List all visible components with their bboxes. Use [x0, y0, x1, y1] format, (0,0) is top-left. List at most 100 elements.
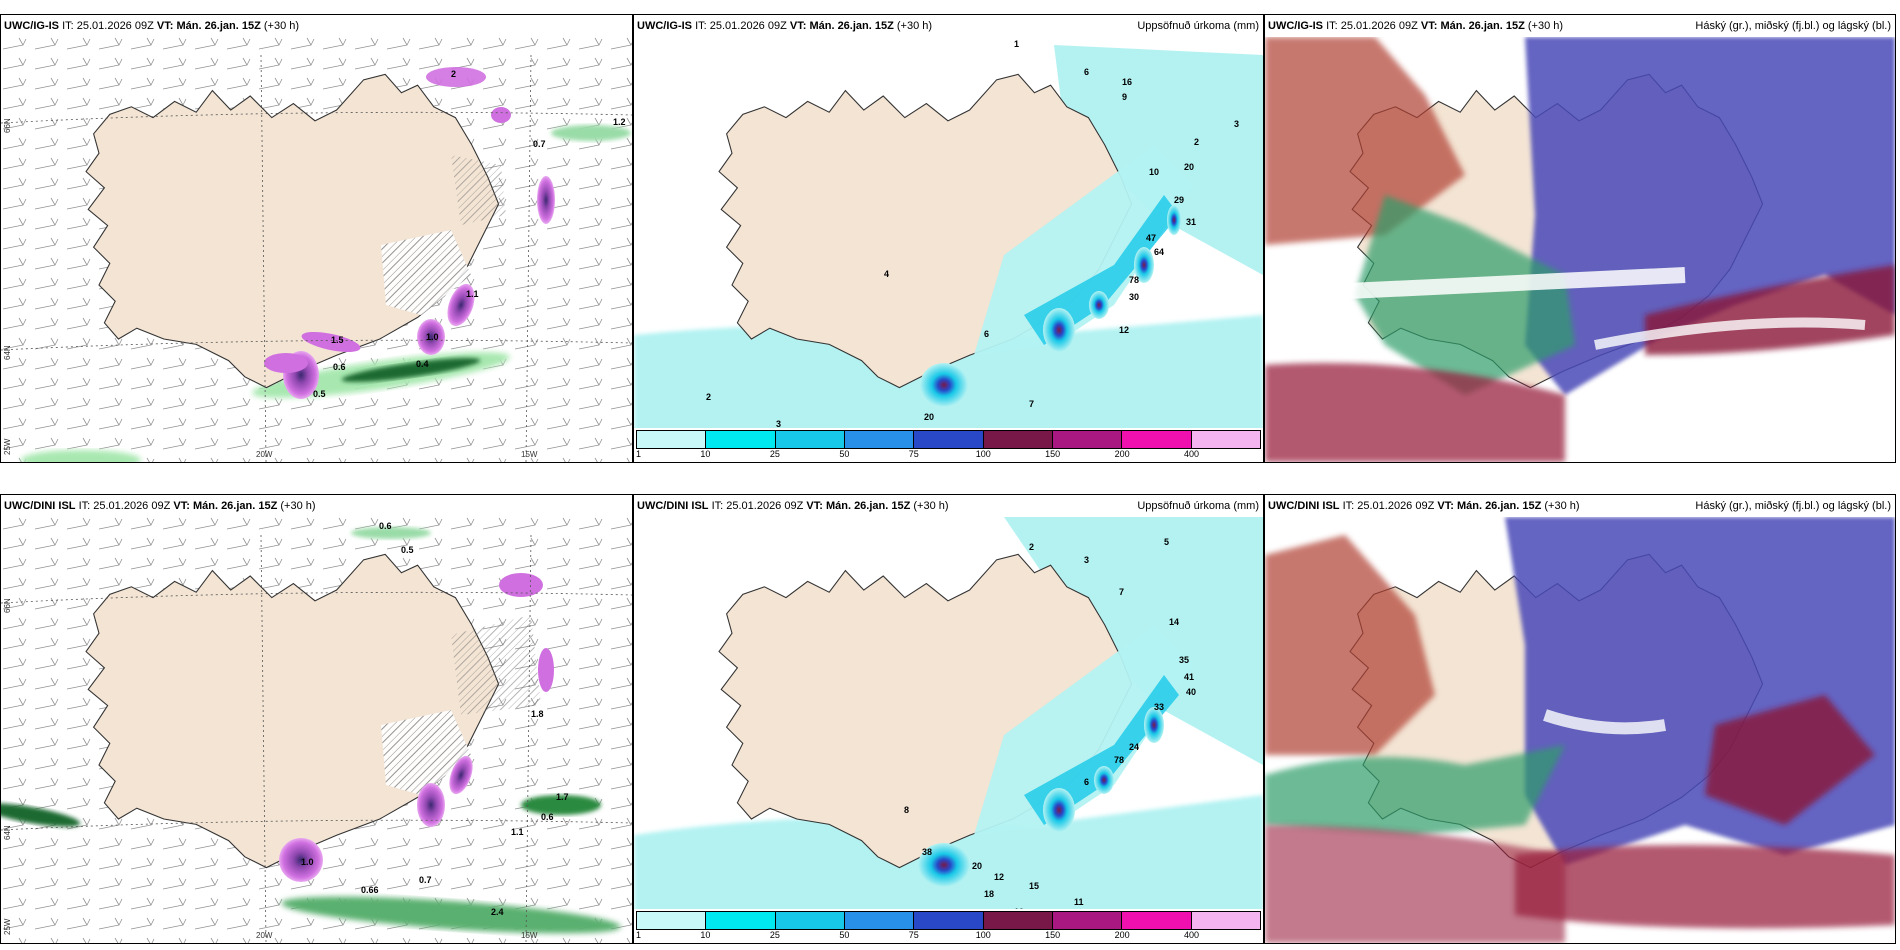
svg-text:3: 3 [1234, 119, 1239, 129]
panel-header: UWC/DINI ISL IT: 25.01.2026 09Z VT: Mán.… [634, 495, 1263, 517]
colorbar-label: 50 [839, 930, 850, 940]
colorbar-swatch [1122, 912, 1192, 929]
svg-text:2: 2 [451, 69, 456, 79]
map-panel-wind-precip-dini: UWC/DINI ISL IT: 25.01.2026 09Z VT: Mán.… [0, 494, 633, 944]
high-cloud-area [1265, 745, 1565, 835]
svg-text:0.5: 0.5 [401, 545, 414, 555]
precip-colorbar: 1 10 25 50 75 100 150 200 400 [634, 428, 1263, 462]
svg-text:1.1: 1.1 [466, 289, 479, 299]
colorbar-label: 10 [700, 930, 711, 940]
low-cloud-area [1265, 37, 1465, 245]
svg-text:0.7: 0.7 [419, 875, 432, 885]
mid-cloud-area [1505, 517, 1895, 865]
colorbar-label: 10 [700, 449, 711, 459]
wind-precip-map: 0.6 0.5 1.7 1.8 1.1 0.6 0.66 1.0 0.7 2.4 [1, 495, 632, 943]
svg-text:6: 6 [1084, 67, 1089, 77]
colorbar-swatch [706, 912, 776, 929]
colorbar-swatch [1191, 912, 1260, 929]
lat-label: 66N [3, 598, 12, 613]
svg-text:2: 2 [1029, 542, 1034, 552]
svg-text:14: 14 [1169, 617, 1179, 627]
svg-text:2: 2 [1194, 137, 1199, 147]
lat-label: 64N [3, 345, 12, 360]
colorbar-swatch [1052, 431, 1123, 448]
svg-text:78: 78 [1114, 755, 1124, 765]
colorbar-swatch [844, 431, 915, 448]
panel-title: Uppsöfnuð úrkoma (mm) [1137, 500, 1259, 512]
colorbar-swatch [1122, 431, 1192, 448]
svg-text:33: 33 [1154, 702, 1164, 712]
svg-text:1.5: 1.5 [331, 335, 344, 345]
svg-text:35: 35 [1179, 655, 1189, 665]
mid-cloud-area [1525, 37, 1895, 395]
low-cloud-area [1265, 535, 1435, 755]
colorbar-label: 150 [1045, 449, 1061, 459]
colorbar-swatch [844, 912, 915, 929]
cloud-map [1265, 15, 1895, 462]
svg-text:0.7: 0.7 [533, 139, 546, 149]
svg-text:2: 2 [706, 392, 711, 402]
svg-text:20: 20 [1184, 162, 1194, 172]
svg-text:29: 29 [1174, 195, 1184, 205]
colorbar-label: 150 [1045, 930, 1061, 940]
panel-title: Háský (gr.), miðský (fj.bl.) og lágský (… [1695, 500, 1891, 512]
svg-text:3: 3 [776, 419, 781, 429]
colorbar-swatch [983, 431, 1053, 448]
colorbar-swatch [914, 431, 984, 448]
colorbar-swatch [637, 431, 707, 448]
lon-label: 20W [256, 450, 273, 459]
lat-label: 64N [3, 825, 12, 840]
svg-text:0.5: 0.5 [313, 389, 326, 399]
colorbar-swatch [637, 912, 707, 929]
accum-precip-map: 1 6 16 9 2 3 10 20 29 31 47 64 78 30 12 … [634, 15, 1263, 462]
cloud-map [1265, 495, 1895, 943]
precip-colorbar: 1 10 25 50 75 100 150 200 400 [634, 909, 1263, 943]
svg-text:0.66: 0.66 [361, 885, 379, 895]
panel-title: Háský (gr.), miðský (fj.bl.) og lágský (… [1695, 20, 1891, 32]
svg-text:1.8: 1.8 [531, 709, 544, 719]
svg-text:8: 8 [904, 805, 909, 815]
svg-text:15: 15 [1029, 881, 1039, 891]
svg-text:64: 64 [1154, 247, 1164, 257]
colorbar-swatch [1191, 431, 1260, 448]
svg-text:24: 24 [1129, 742, 1139, 752]
lon-label: 15W [521, 450, 538, 459]
map-panel-accum-precip-ig-is: UWC/IG-IS IT: 25.01.2026 09Z VT: Mán. 26… [633, 14, 1264, 463]
svg-text:6: 6 [1084, 777, 1089, 787]
colorbar-label: 75 [908, 449, 919, 459]
svg-text:4: 4 [884, 269, 889, 279]
high-cloud-area [1355, 195, 1575, 395]
colorbar-label: 25 [769, 449, 780, 459]
svg-text:1.0: 1.0 [301, 857, 314, 867]
svg-text:12: 12 [994, 872, 1004, 882]
svg-text:11: 11 [1074, 897, 1084, 907]
svg-text:12: 12 [1119, 325, 1129, 335]
colorbar-swatch [1052, 912, 1123, 929]
svg-text:20: 20 [924, 412, 934, 422]
colorbar-label: 1 [636, 449, 642, 459]
svg-text:0.6: 0.6 [333, 362, 346, 372]
svg-text:3: 3 [1084, 555, 1089, 565]
map-panel-accum-precip-dini: UWC/DINI ISL IT: 25.01.2026 09Z VT: Mán.… [633, 494, 1264, 944]
svg-text:1.2: 1.2 [613, 117, 626, 127]
svg-text:9: 9 [1122, 92, 1127, 102]
svg-text:5: 5 [1164, 537, 1169, 547]
lat-label: 66N [3, 118, 12, 133]
colorbar-label: 100 [975, 930, 991, 940]
map-panel-clouds-ig-is: UWC/IG-IS IT: 25.01.2026 09Z VT: Mán. 26… [1264, 14, 1896, 463]
accum-precip-map: 2 5 3 7 14 35 41 40 33 24 78 38 20 12 18… [634, 495, 1263, 943]
panel-header: UWC/IG-IS IT: 25.01.2026 09Z VT: Mán. 26… [1, 15, 632, 37]
svg-text:31: 31 [1186, 217, 1196, 227]
svg-text:0.6: 0.6 [379, 521, 392, 531]
colorbar-label: 200 [1114, 930, 1130, 940]
svg-text:0.4: 0.4 [416, 359, 429, 369]
lon-label: 15W [521, 931, 538, 940]
map-panel-clouds-dini: UWC/DINI ISL IT: 25.01.2026 09Z VT: Mán.… [1264, 494, 1896, 944]
map-panel-wind-precip-ig-is: UWC/IG-IS IT: 25.01.2026 09Z VT: Mán. 26… [0, 14, 633, 463]
colorbar-label: 50 [839, 449, 850, 459]
colorbar-label: 25 [769, 930, 780, 940]
svg-text:10: 10 [1149, 167, 1159, 177]
lat-label: 25W [3, 918, 12, 935]
svg-text:20: 20 [972, 861, 982, 871]
svg-text:2.4: 2.4 [491, 907, 504, 917]
